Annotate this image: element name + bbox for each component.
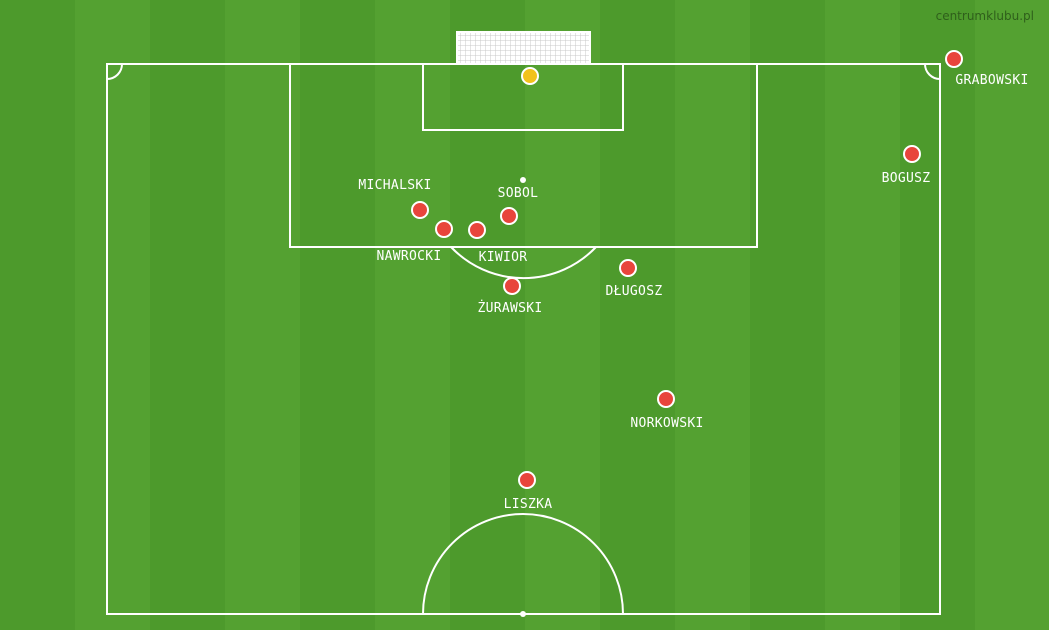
player-label-sobol: SOBOL xyxy=(497,186,539,201)
player-label-kiwior: KIWIOR xyxy=(478,250,528,265)
corner-arc-right xyxy=(924,63,941,80)
player-dot-dlugosz xyxy=(619,259,637,277)
penalty-area xyxy=(289,63,758,248)
player-dot-norkowski xyxy=(657,390,675,408)
player-label-dlugosz: DŁUGOSZ xyxy=(605,284,663,299)
player-dot-sobol xyxy=(500,207,518,225)
goal-area xyxy=(422,63,624,131)
player-dot-kiwior xyxy=(468,221,486,239)
player-label-nawrocki: NAWROCKI xyxy=(376,249,442,264)
ball-icon xyxy=(521,67,539,85)
center-spot xyxy=(520,611,526,617)
player-dot-bogusz xyxy=(903,145,921,163)
penalty-arc xyxy=(450,246,597,280)
player-label-bogusz: BOGUSZ xyxy=(881,171,931,186)
player-dot-zurawski xyxy=(503,277,521,295)
player-label-zurawski: ŻURAWSKI xyxy=(477,301,543,316)
player-dot-michalski xyxy=(411,201,429,219)
player-dot-liszka xyxy=(518,471,536,489)
penalty-spot xyxy=(520,177,526,183)
watermark: centrumklubu.pl xyxy=(935,9,1034,23)
player-label-grabowski: GRABOWSKI xyxy=(955,73,1029,88)
player-label-michalski: MICHALSKI xyxy=(358,178,432,193)
center-circle xyxy=(422,513,624,615)
player-label-liszka: LISZKA xyxy=(503,497,553,512)
player-dot-grabowski xyxy=(945,50,963,68)
pitch-boundary xyxy=(106,63,941,615)
corner-arc-left xyxy=(106,63,123,80)
player-label-norkowski: NORKOWSKI xyxy=(630,416,704,431)
goal-net xyxy=(456,31,591,65)
player-dot-nawrocki xyxy=(435,220,453,238)
